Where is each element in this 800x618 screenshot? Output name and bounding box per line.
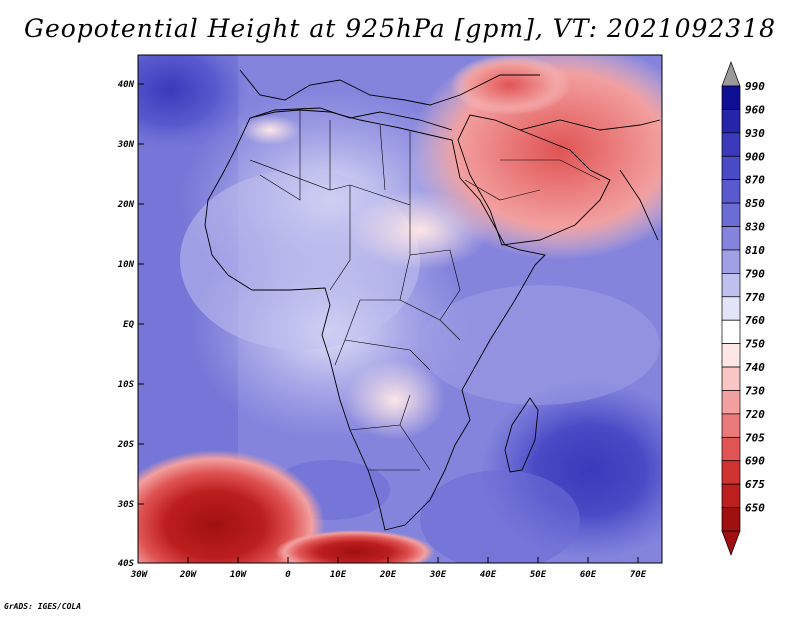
lon-label: 30W (130, 570, 149, 580)
country-borders (249, 110, 601, 471)
colorbar-swatch (721, 483, 741, 508)
lat-label: 20N (117, 200, 135, 210)
colorbar-top-arrow (721, 61, 741, 87)
axis-ticks (138, 83, 639, 563)
colorbar-swatch (721, 109, 741, 134)
colorbar-label: 850 (745, 197, 765, 210)
colorbar-swatch (721, 85, 741, 110)
lat-label: 10N (118, 260, 135, 270)
colorbar-label: 740 (745, 361, 765, 374)
colorbar-label: 720 (745, 408, 765, 421)
colorbar-label: 830 (745, 221, 765, 234)
colorbar-swatch (721, 273, 741, 298)
colorbar-swatch (721, 249, 741, 274)
plot-frame (137, 54, 663, 564)
colorbar-swatch (721, 155, 741, 181)
lat-label: 10S (118, 380, 135, 390)
lat-label: EQ (123, 320, 134, 330)
colorbar-label: 810 (745, 244, 765, 257)
lon-label: 20E (379, 570, 397, 580)
colorbar-swatch (721, 460, 741, 485)
europe-coastline (239, 69, 540, 106)
africa-coastline (204, 109, 546, 531)
map-title: Geopotential Height at 925hPa [gpm], VT:… (23, 14, 777, 43)
coastlines (204, 69, 661, 531)
colorbar-label: 930 (745, 127, 765, 140)
lon-label: 50E (530, 570, 547, 580)
lon-label: 10E (330, 570, 347, 580)
colorbar-swatch (721, 390, 741, 415)
colorbar-label: 675 (745, 478, 765, 491)
colorbar-label: 690 (745, 455, 765, 468)
lon-labels: 30W 20W 10W 0 10E 20E 30E 40E 50E 60E 70… (130, 570, 647, 580)
colorbar-label: 900 (745, 150, 765, 163)
colorbar: 990 960 930 900 870 850 830 810 790 770 760 750 740 7… (721, 61, 765, 556)
colorbar-swatch (721, 132, 741, 157)
grads-credit: GrADS: IGES/COLA (4, 602, 82, 611)
colorbar-swatch (721, 319, 741, 344)
colorbar-swatch (721, 179, 741, 204)
lat-label: 30N (117, 140, 135, 150)
colorbar-label: 870 (745, 174, 765, 187)
colorbar-label: 990 (745, 80, 765, 93)
colorbar-label: 790 (745, 267, 765, 280)
colorbar-label: 705 (745, 431, 765, 444)
lon-label: 30E (429, 570, 447, 580)
geopotential-field (138, 55, 662, 563)
colorbar-label: 770 (745, 291, 765, 304)
colorbar-swatch (721, 366, 741, 391)
colorbar-swatch (721, 413, 741, 438)
lon-label: 60E (580, 570, 597, 580)
india-coastline (619, 169, 659, 241)
lat-label: 20S (117, 440, 135, 450)
colorbar-swatch (721, 507, 741, 532)
lat-labels: 40N 30N 20N 10N EQ 10S 20S 30S 40S (117, 80, 135, 569)
arabia-coastline (457, 114, 611, 246)
lon-label: 0 (285, 570, 291, 580)
lat-label: 40S (118, 559, 135, 569)
colorbar-swatch (721, 343, 741, 368)
lon-label: 70E (630, 570, 647, 580)
lon-label: 40E (480, 570, 497, 580)
colorbar-swatch (721, 226, 741, 251)
colorbar-swatch (721, 436, 741, 462)
colorbar-bottom-arrow (721, 530, 741, 556)
madagascar-coastline (504, 397, 539, 473)
iran-coastline (519, 119, 661, 131)
lat-label: 40N (118, 80, 135, 90)
mediterranean-coast (249, 107, 453, 131)
colorbar-label: 730 (745, 384, 765, 397)
colorbar-label: 960 (745, 103, 765, 116)
lon-label: 20W (179, 570, 198, 580)
colorbar-label: 650 (745, 502, 765, 515)
colorbar-label: 760 (745, 314, 765, 327)
lat-label: 30S (117, 500, 135, 510)
colorbar-label: 750 (745, 338, 765, 351)
lon-label: 10W (230, 570, 248, 580)
colorbar-swatch (721, 296, 741, 321)
colorbar-swatch (721, 202, 741, 227)
